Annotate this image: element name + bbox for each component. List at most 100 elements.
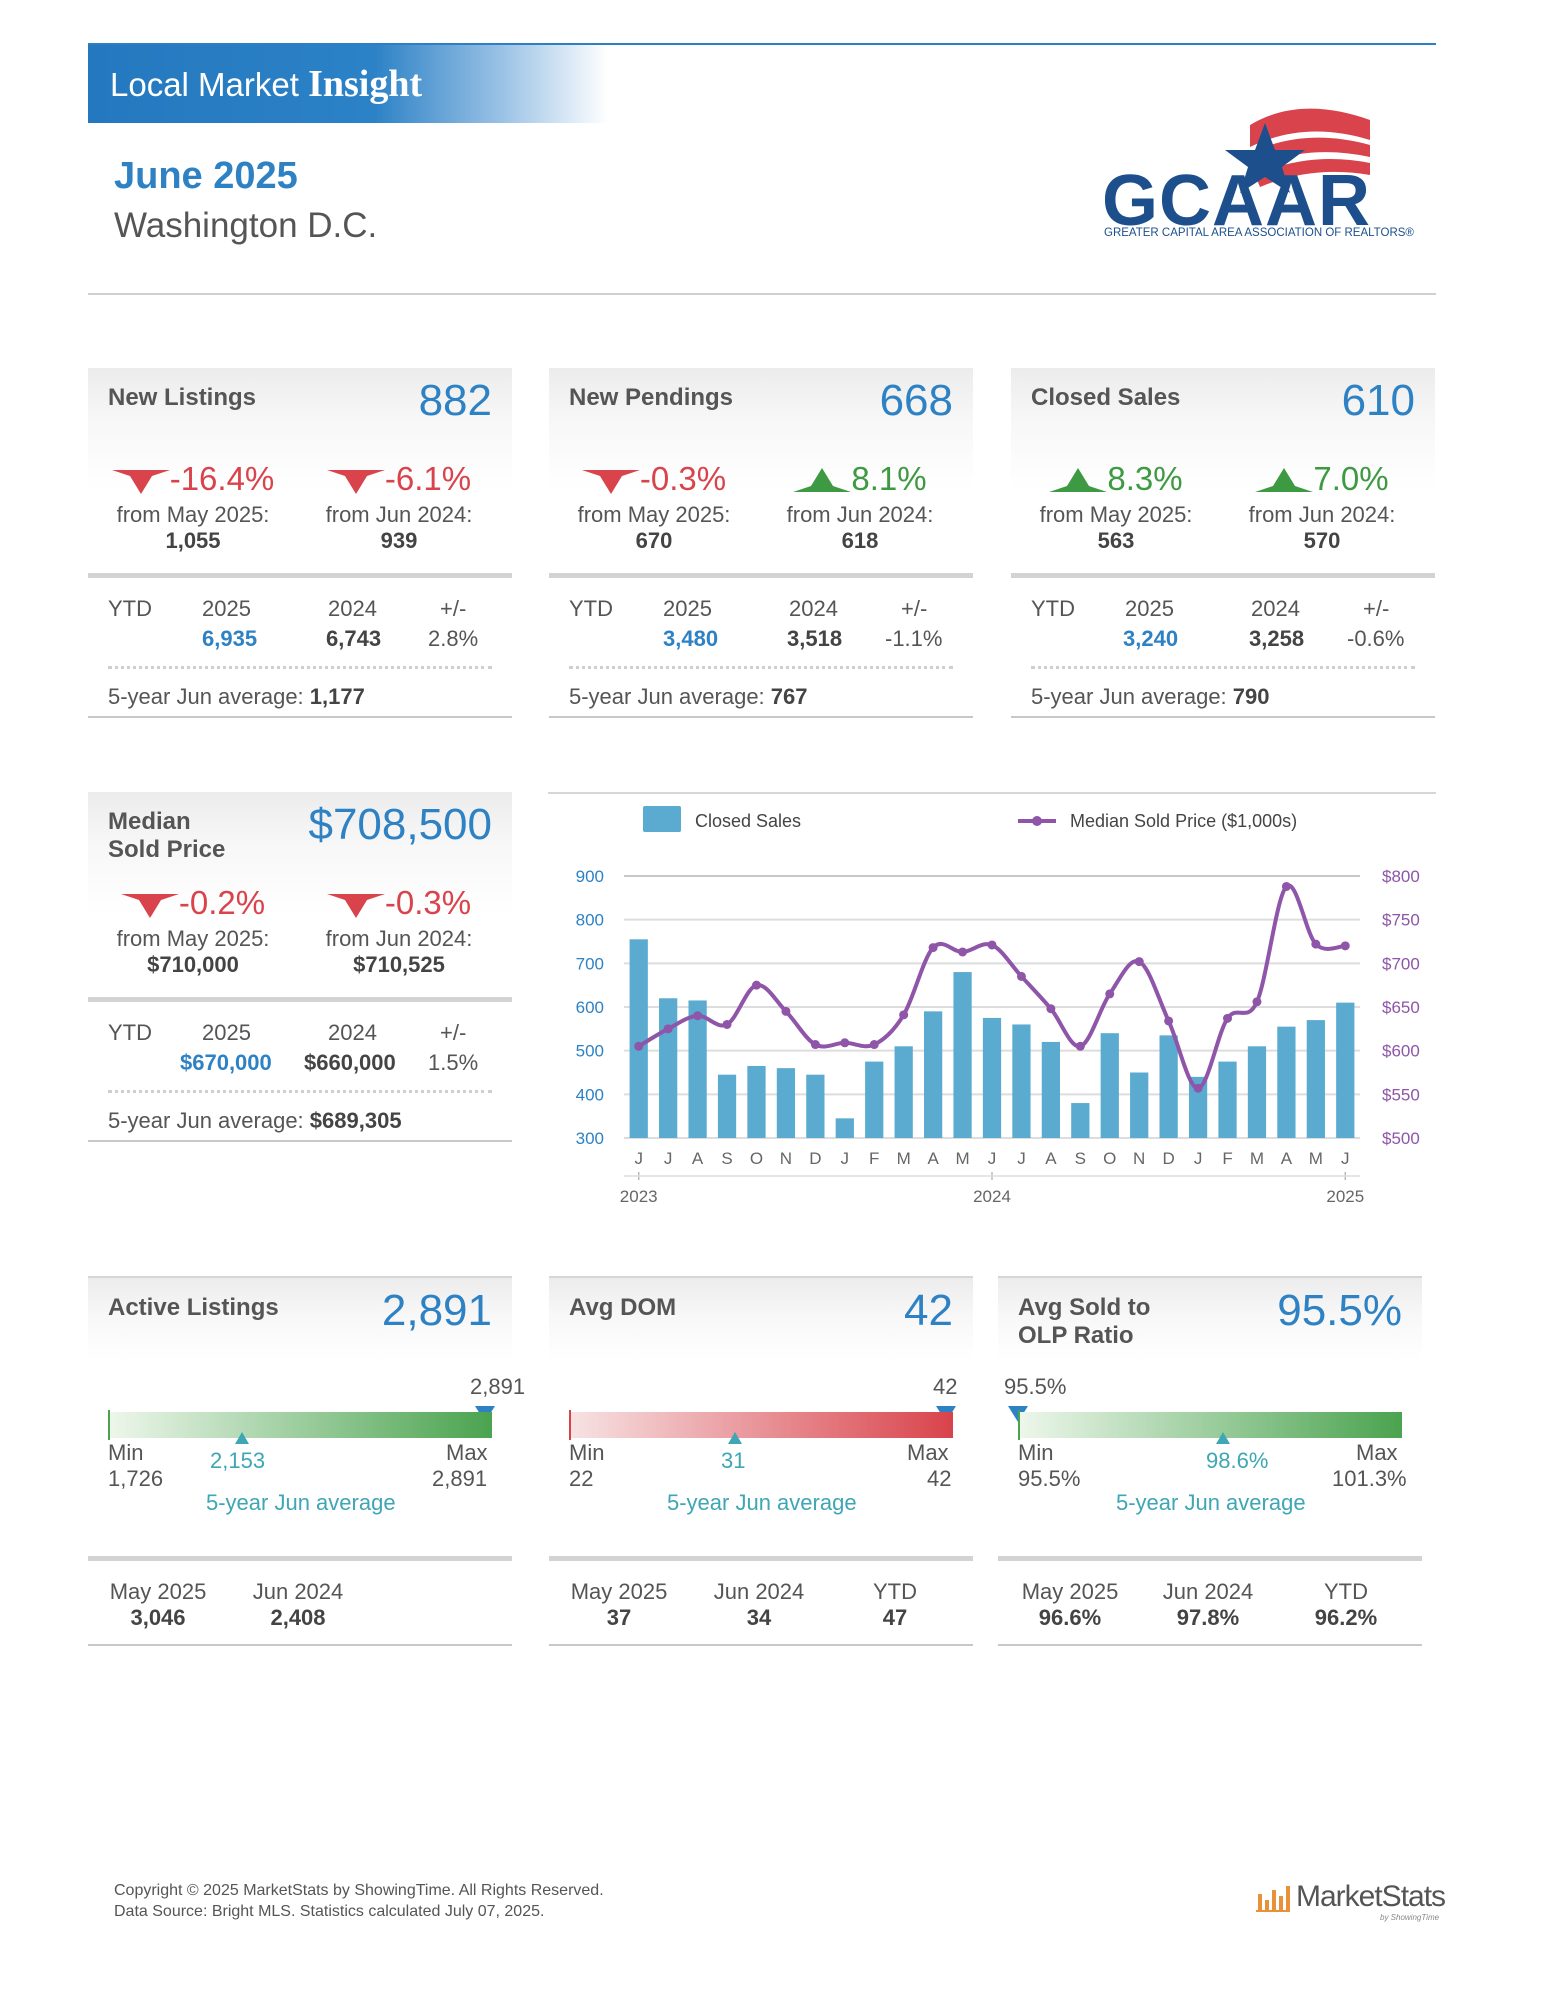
- comparison-value: 37: [606, 1605, 632, 1630]
- closed-sales-bar: [923, 1011, 943, 1138]
- ytd-year-prior: 2024: [328, 1020, 377, 1045]
- left-axis-tick-label: 500: [576, 1042, 604, 1061]
- change-label: from Jun 2024:: [325, 502, 473, 527]
- up-arrow-icon: [1049, 468, 1108, 493]
- down-arrow-icon: [326, 894, 385, 919]
- range-bar: [569, 1412, 953, 1438]
- min-label: Min: [1018, 1440, 1054, 1465]
- comparison-value: 97.8%: [1176, 1605, 1240, 1630]
- comparison-value: 96.6%: [1038, 1605, 1102, 1630]
- closed-sales-bar: [1336, 1002, 1355, 1138]
- change-label: from Jun 2024:: [1248, 502, 1396, 527]
- x-axis-year-label: 2023: [620, 1187, 658, 1206]
- up-arrow-icon: [793, 468, 852, 493]
- gcaar-logo-flag-icon: [1225, 108, 1370, 193]
- median-price-point: [722, 1019, 732, 1029]
- card-title-line1: Avg Sold to: [1018, 1294, 1151, 1321]
- change-prior-value: 670: [635, 528, 673, 553]
- change-prior-value: 570: [1303, 528, 1341, 553]
- average-marker-icon: [1216, 1432, 1230, 1444]
- closed-sales-bar: [1012, 1024, 1031, 1138]
- closed-sales-bar: [982, 1017, 1002, 1138]
- comparison-prev-year: Jun 2024 97.8%: [1138, 1579, 1278, 1631]
- ytd-change-label: +/-: [901, 596, 928, 621]
- x-axis-month-label: A: [692, 1149, 704, 1168]
- x-axis-month-label: M: [955, 1149, 969, 1168]
- marketstats-bar-logo-icon: [1256, 1886, 1290, 1912]
- comparison-prev-month: May 2025 3,046: [88, 1579, 228, 1631]
- max-label: Max: [907, 1440, 949, 1465]
- x-axis-year-label: 2024: [973, 1187, 1011, 1206]
- card-title-line2: OLP Ratio: [1018, 1322, 1134, 1349]
- footer-copyright: Copyright © 2025 MarketStats by ShowingT…: [114, 1880, 604, 1922]
- ytd-year-prior: 2024: [789, 596, 838, 621]
- average-value: 98.6%: [1206, 1448, 1269, 1473]
- gcaar-logo-text: GCAAR: [1102, 161, 1371, 241]
- x-axis-month-label: S: [721, 1149, 732, 1168]
- current-marker-label: 95.5%: [1004, 1374, 1067, 1399]
- median-price-point: [781, 1006, 791, 1016]
- card-value: 882: [418, 376, 492, 425]
- five-year-average: 5-year Jun average: 1,177: [108, 684, 365, 710]
- change-prior-value: 939: [380, 528, 418, 553]
- change-prior-value: 1,055: [165, 528, 221, 553]
- change-label: from Jun 2024:: [325, 926, 473, 951]
- x-axis-month-label: M: [1309, 1149, 1323, 1168]
- ytd-change-label: +/-: [1363, 596, 1390, 621]
- median-price-point: [899, 1010, 909, 1020]
- average-label: 5-year Jun average:: [569, 684, 765, 709]
- average-marker-icon: [728, 1432, 742, 1444]
- five-year-average: 5-year Jun average: 767: [569, 684, 808, 710]
- comparison-value: 3,046: [130, 1605, 186, 1630]
- median-price-point: [869, 1040, 879, 1050]
- card-title: New Pendings: [569, 384, 734, 411]
- closed-sales-bar: [894, 1046, 913, 1138]
- x-axis-month-label: J: [988, 1149, 997, 1168]
- card-title: Median Sold Price: [108, 808, 225, 864]
- change-from-prev-month: -0.2% from May 2025: $710,000: [98, 884, 288, 978]
- dotted-divider: [108, 1090, 492, 1093]
- average-value: 2,153: [210, 1448, 266, 1473]
- ytd-label: YTD: [108, 1020, 152, 1045]
- change-from-prev-year: -6.1% from Jun 2024: 939: [304, 460, 494, 554]
- change-pct: 8.1%: [851, 460, 927, 497]
- max-value: 42: [927, 1466, 952, 1491]
- ytd-value-prior: 3,258: [1249, 626, 1305, 651]
- x-axis-month-label: J: [634, 1149, 643, 1168]
- change-pct: -0.3%: [384, 884, 472, 921]
- card-summary: Avg Sold to OLP Ratio 95.5%: [998, 1276, 1422, 1396]
- change-from-prev-year: 8.1% from Jun 2024: 618: [765, 460, 955, 554]
- down-arrow-icon: [111, 470, 170, 495]
- marketstats-brand: MarketStats: [1296, 1880, 1446, 1913]
- comparison-row: May 2025 3,046 Jun 2024 2,408: [88, 1556, 512, 1646]
- max-value: 101.3%: [1332, 1466, 1407, 1491]
- right-axis-tick-label: $700: [1382, 954, 1420, 973]
- change-prior-value: 563: [1097, 528, 1135, 553]
- closed-sales-bar: [1071, 1103, 1090, 1138]
- x-axis-month-label: J: [1341, 1149, 1350, 1168]
- range-min-tick: [1018, 1410, 1020, 1440]
- card-summary: New Listings 882 -16.4% from May 2025: 1…: [88, 368, 512, 578]
- banner-title-bold: Insight: [308, 63, 423, 105]
- median-price-point: [958, 947, 968, 957]
- range-bar: [1018, 1412, 1402, 1438]
- median-price-point: [1105, 989, 1115, 999]
- down-arrow-icon: [326, 470, 385, 495]
- median-price-point: [663, 1024, 673, 1034]
- change-prior-value: $710,000: [147, 952, 239, 977]
- closed-sales-bar: [1130, 1072, 1149, 1138]
- marketstats-by-showingtime: by ShowingTime: [1380, 1913, 1440, 1922]
- median-price-point: [634, 1041, 644, 1051]
- card-summary: Closed Sales 610 8.3% from May 2025: 563…: [1011, 368, 1435, 578]
- max-label: Max: [1356, 1440, 1398, 1465]
- median-price-point: [810, 1040, 820, 1050]
- change-pct: -6.1%: [384, 460, 472, 497]
- comparison-label: YTD: [873, 1579, 917, 1604]
- card-title-line1: Median: [108, 808, 191, 835]
- range-min-tick: [569, 1410, 571, 1440]
- closed-sales-bar: [688, 1000, 707, 1138]
- ytd-change-value: 1.5%: [428, 1050, 479, 1075]
- comparison-prev-year: Jun 2024 2,408: [228, 1579, 368, 1631]
- ytd-section: YTD 2025 2024 +/- 6,935 6,743 2.8% 5-yea…: [88, 596, 512, 718]
- five-year-average: 5-year Jun average: 790: [1031, 684, 1270, 710]
